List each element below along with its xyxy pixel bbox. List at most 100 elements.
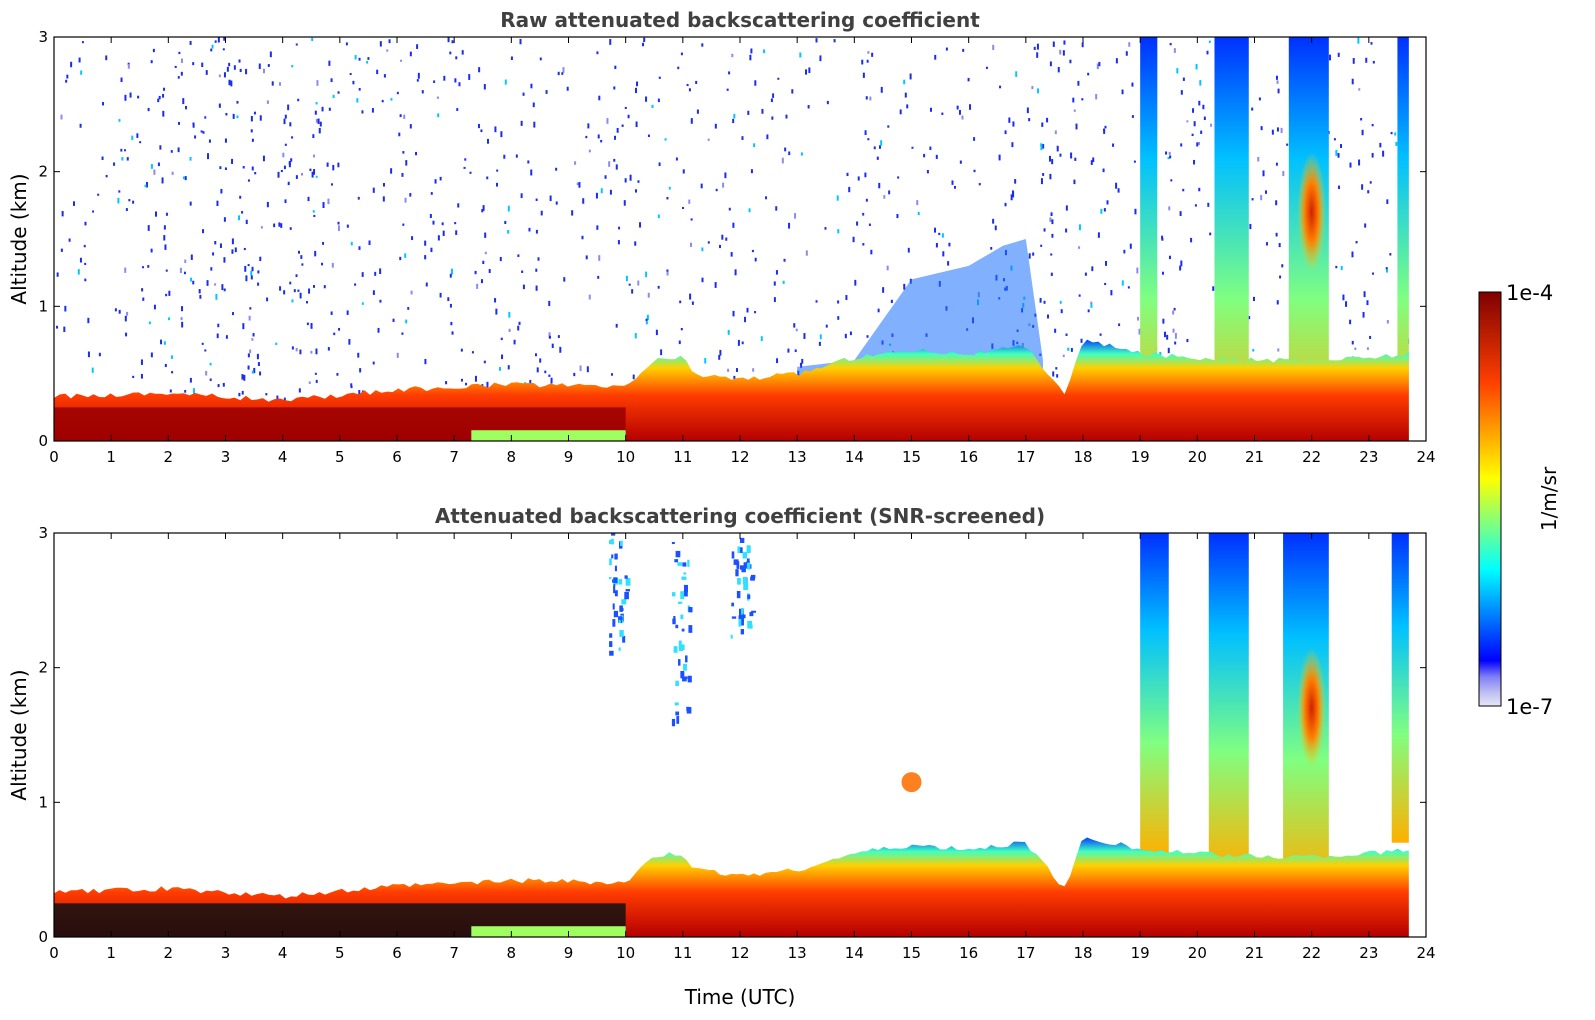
noise-pixel: [794, 349, 797, 353]
noise-pixel: [1252, 348, 1255, 352]
noise-pixel: [615, 323, 618, 328]
noise-pixel: [1179, 211, 1182, 216]
noise-pixel: [1052, 41, 1055, 47]
noise-pixel: [312, 134, 315, 139]
noise-pixel: [701, 247, 704, 252]
noise-pixel: [1050, 253, 1053, 256]
noise-pixel: [805, 69, 808, 75]
noise-pixel: [330, 311, 333, 315]
noise-pixel: [256, 353, 259, 360]
noise-pixel: [617, 240, 620, 245]
x-tick-label: 5: [335, 448, 345, 466]
noise-pixel: [463, 166, 466, 169]
noise-pixel: [999, 85, 1002, 89]
noise-pixel: [690, 242, 693, 247]
noise-pixel: [126, 311, 129, 316]
noise-pixel: [225, 112, 228, 116]
noise-pixel: [530, 169, 533, 176]
noise-pixel: [520, 120, 523, 126]
noise-pixel: [430, 247, 433, 253]
noise-pixel: [354, 283, 357, 286]
noise-pixel: [1278, 243, 1281, 248]
noise-pixel: [868, 223, 871, 226]
noise-pixel: [279, 286, 282, 291]
noise-pixel: [1275, 232, 1278, 237]
noise-pixel: [318, 127, 321, 134]
noise-pixel: [70, 61, 73, 68]
noise-pixel: [639, 222, 642, 228]
noise-pixel: [992, 44, 995, 51]
noise-pixel: [1091, 266, 1094, 272]
noise-pixel: [1080, 338, 1083, 343]
noise-pixel: [454, 78, 457, 83]
noise-pixel: [1057, 67, 1060, 73]
noise-pixel: [159, 145, 162, 150]
noise-pixel: [799, 362, 802, 366]
noise-pixel: [1349, 162, 1352, 168]
cloud-speck: [749, 624, 753, 629]
noise-pixel: [326, 162, 329, 167]
cloud-speck: [618, 616, 622, 623]
noise-pixel: [192, 280, 195, 285]
noise-pixel: [647, 292, 650, 298]
noise-pixel: [776, 358, 779, 364]
noise-pixel: [733, 375, 736, 379]
noise-pixel: [289, 281, 292, 285]
noise-pixel: [657, 285, 660, 289]
noise-pixel: [1110, 290, 1113, 296]
noise-pixel: [190, 277, 193, 282]
noise-pixel: [941, 112, 944, 115]
noise-pixel: [791, 89, 794, 94]
noise-pixel: [992, 218, 995, 224]
noise-pixel: [471, 351, 474, 354]
noise-pixel: [1041, 122, 1044, 127]
noise-pixel: [677, 66, 680, 70]
noise-pixel: [248, 315, 251, 321]
noise-pixel: [1342, 294, 1345, 301]
noise-pixel: [680, 327, 683, 331]
noise-pixel: [990, 247, 993, 250]
noise-pixel: [421, 90, 424, 94]
noise-pixel: [288, 160, 291, 165]
cloud-speck: [619, 605, 623, 612]
noise-pixel: [536, 367, 539, 373]
noise-pixel: [728, 71, 731, 75]
cloud-speck: [673, 646, 678, 653]
noise-pixel: [1186, 338, 1189, 343]
noise-pixel: [379, 268, 382, 275]
noise-pixel: [635, 121, 638, 128]
noise-pixel: [464, 158, 467, 161]
noise-pixel: [522, 92, 525, 96]
noise-pixel: [1084, 272, 1087, 276]
noise-pixel: [153, 169, 156, 175]
noise-pixel: [909, 73, 912, 80]
noise-pixel: [336, 373, 339, 376]
noise-pixel: [941, 233, 944, 238]
noise-pixel: [751, 249, 754, 253]
noise-pixel: [682, 169, 685, 174]
cloud-speck: [613, 577, 618, 583]
noise-pixel: [311, 37, 314, 41]
noise-pixel: [450, 268, 453, 275]
noise-pixel: [1103, 129, 1106, 134]
noise-pixel: [959, 160, 962, 164]
noise-pixel: [238, 215, 241, 221]
noise-pixel: [1161, 238, 1164, 241]
noise-pixel: [451, 40, 454, 44]
noise-pixel: [259, 371, 262, 376]
noise-pixel: [561, 72, 564, 75]
noise-pixel: [1372, 60, 1375, 64]
noise-pixel: [157, 98, 160, 103]
noise-pixel: [1385, 267, 1388, 270]
x-tick-label: 24: [1416, 448, 1435, 466]
noise-pixel: [871, 52, 874, 57]
noise-pixel: [260, 226, 263, 229]
cloud-column: [1397, 37, 1409, 441]
noise-pixel: [311, 171, 314, 178]
noise-pixel: [1065, 205, 1068, 211]
noise-pixel: [911, 146, 914, 149]
noise-pixel: [728, 207, 731, 211]
noise-pixel: [628, 283, 631, 286]
noise-pixel: [132, 200, 135, 204]
noise-pixel: [642, 42, 645, 47]
